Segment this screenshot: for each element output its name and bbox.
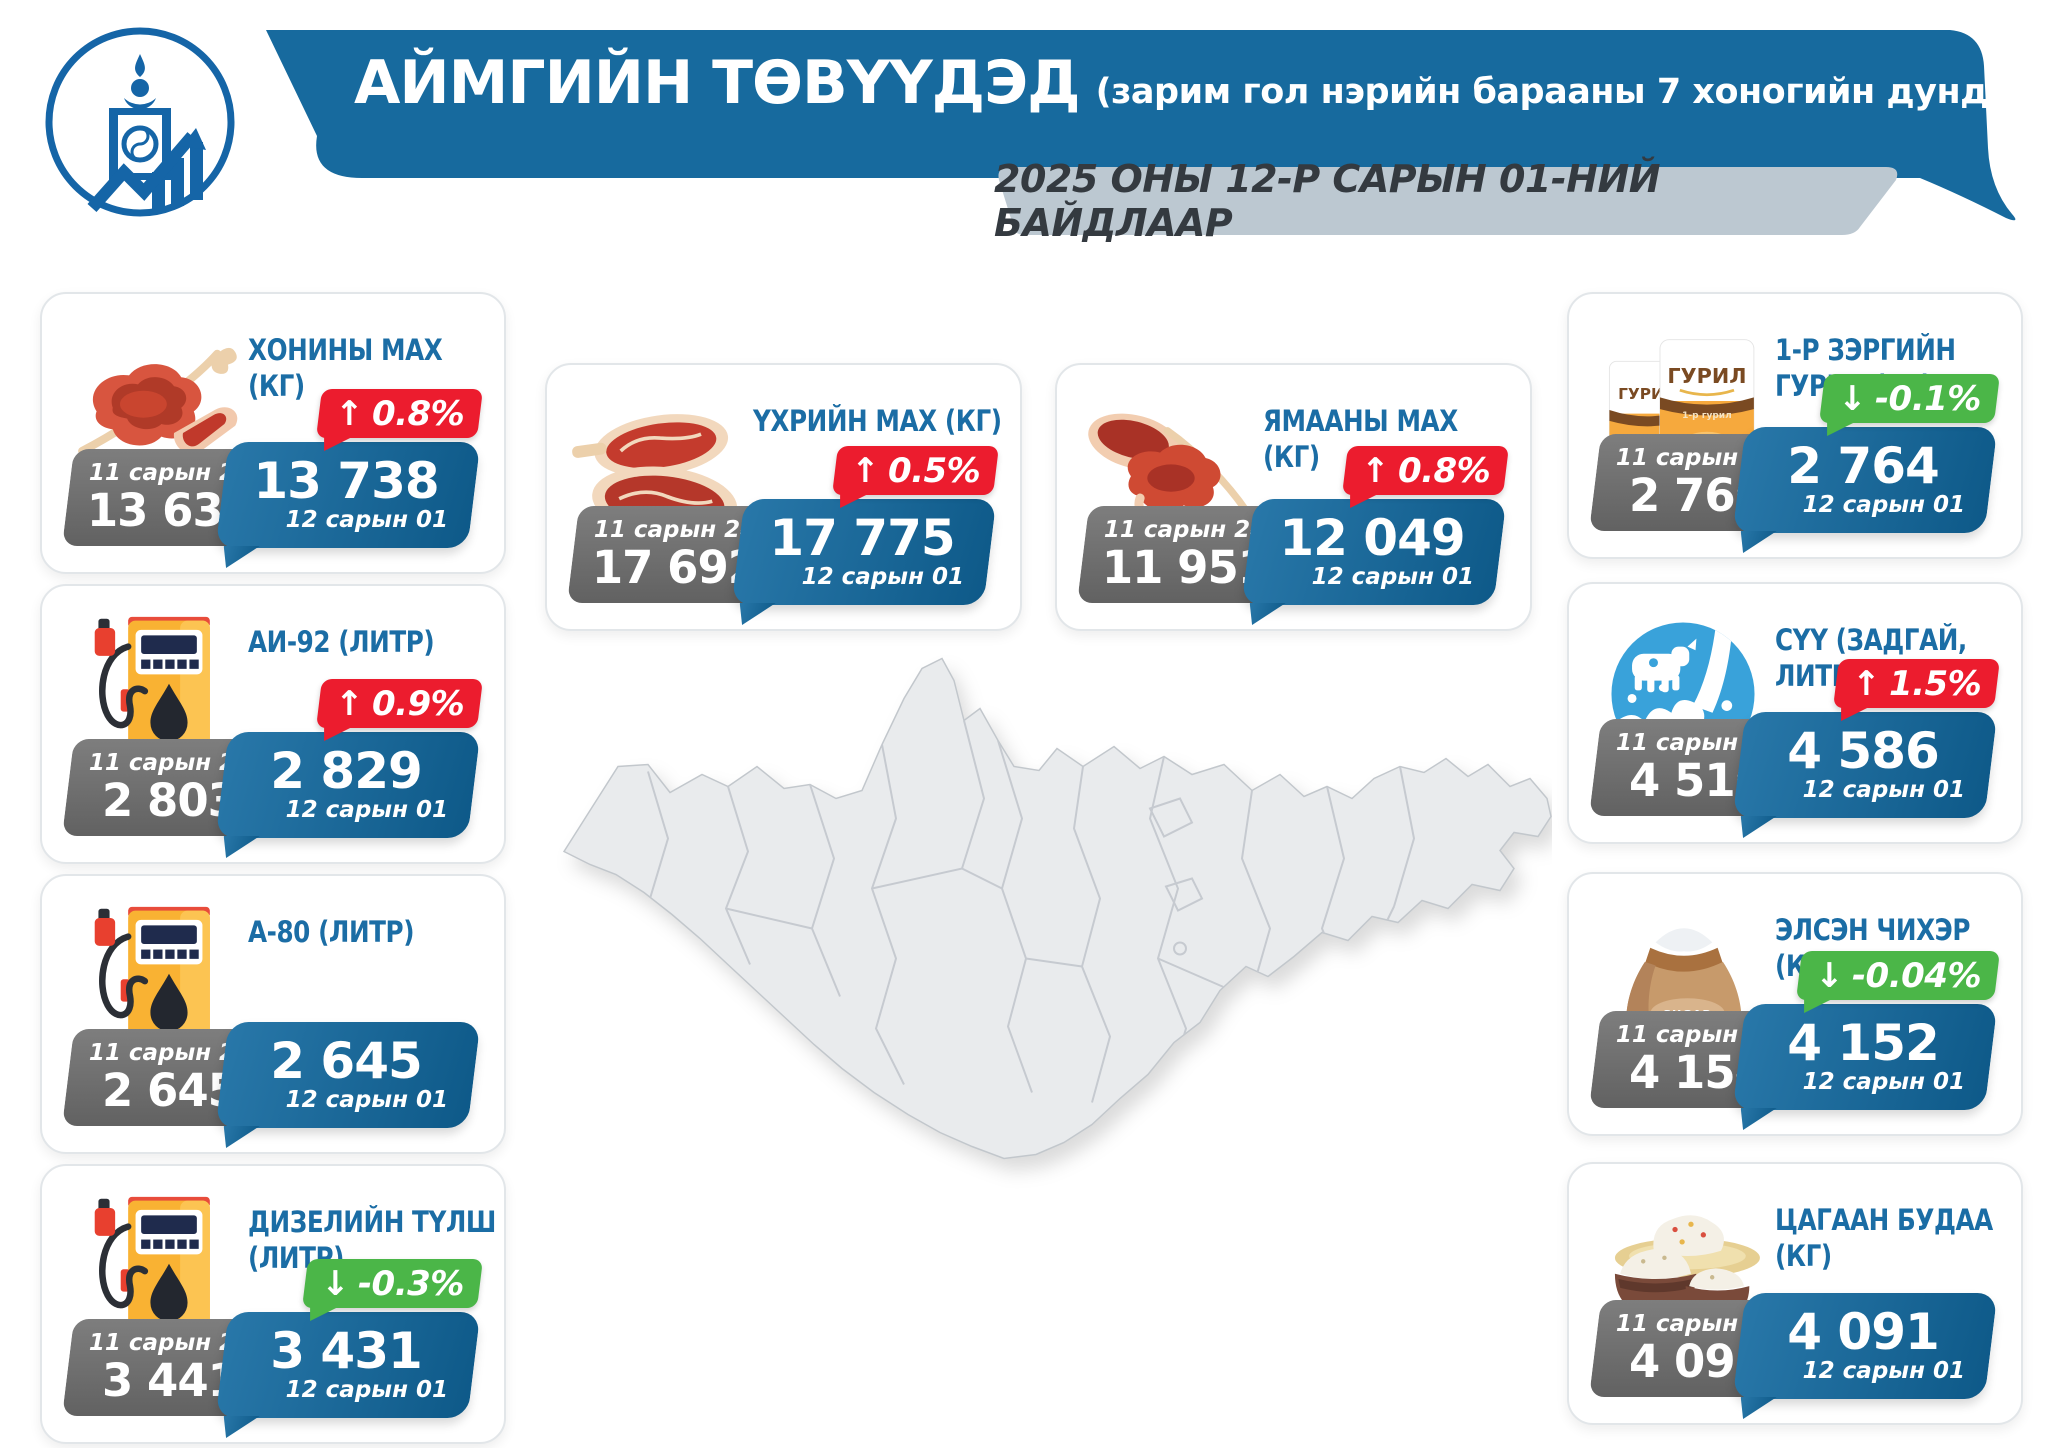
previous-date-label: 11 сарын 24 (1103, 516, 1267, 543)
change-value: 0.5% (887, 450, 980, 491)
page-title-suffix: (зарим гол нэрийн барааны 7 хоногийн дун… (1095, 72, 2048, 112)
flour-grade-text: 1-р гурил (1682, 411, 1732, 421)
current-price-bubble: 2 764 12 сарын 01 (1732, 427, 1998, 533)
price-card-diesel: ДИЗЕЛИЙН ТҮЛШ (ЛИТР) ↓ -0.3% 11 сарын 24… (40, 1164, 506, 1444)
current-price: 3 431 (270, 1321, 422, 1380)
change-arrow-icon: ↑ (850, 450, 879, 491)
current-price: 12 049 (1279, 508, 1465, 567)
change-arrow-icon: ↓ (1814, 955, 1843, 996)
product-title: АИ-92 (ЛИТР) (248, 625, 435, 659)
price-card-sheep-meat: ХОНИНЫ МАХ (КГ) ↑ 0.8% 11 сарын 24 13 63… (40, 292, 506, 574)
nso-logo (40, 22, 240, 222)
change-value: -0.3% (358, 1263, 464, 1304)
product-title: ҮХРИЙН МАХ (КГ) (753, 404, 1002, 438)
price-card-rice: ЦАГААН БУДАА (КГ) 11 сарын 24 4 091 4 09… (1567, 1162, 2023, 1425)
change-arrow-icon: ↑ (334, 683, 363, 724)
change-value: 0.8% (1397, 450, 1490, 491)
previous-date-label: 11 сарын 24 (593, 516, 757, 543)
current-price: 4 152 (1787, 1013, 1939, 1072)
change-badge: ↑ 0.8% (1341, 446, 1510, 495)
change-value: -0.04% (1851, 955, 1981, 996)
sheep-meat-icon (64, 308, 248, 500)
nso-logo-graphic (45, 27, 235, 217)
product-title: А-80 (ЛИТР) (248, 915, 415, 949)
current-date-label: 12 сарын 01 (285, 1376, 448, 1403)
change-arrow-icon: ↓ (321, 1263, 350, 1304)
goat-meat-graphic (1088, 413, 1254, 530)
current-date-label: 12 сарын 01 (1802, 776, 1965, 803)
change-arrow-icon: ↑ (334, 393, 363, 434)
current-price-bubble: 4 152 12 сарын 01 (1732, 1004, 1998, 1110)
change-badge: ↑ 0.5% (831, 446, 1000, 495)
sheep-meat-graphic (78, 348, 238, 456)
price-card-goat-meat: ЯМААНЫ МАХ (КГ) ↑ 0.8% 11 сарын 24 11 95… (1055, 363, 1532, 631)
current-price-bubble: 2 645 12 сарын 01 (215, 1022, 481, 1128)
current-price-bubble: 3 431 12 сарын 01 (215, 1312, 481, 1418)
rice-bowls-graphic (1614, 1215, 1760, 1328)
current-date-label: 12 сарын 01 (801, 563, 964, 590)
current-price-bubble: 4 091 12 сарын 01 (1732, 1293, 1998, 1399)
change-badge: ↑ 1.5% (1832, 659, 2001, 708)
current-date-label: 12 сарын 01 (285, 1086, 448, 1113)
mongolia-map-graphic (562, 657, 1552, 1160)
current-date-label: 12 сарын 01 (1802, 1357, 1965, 1384)
current-price: 13 738 (253, 451, 439, 510)
price-card-sugar: SUGAR ЭЛСЭН ЧИХЭР (КГ) ↓ -0.04% 11 сарын… (1567, 872, 2023, 1136)
current-price-bubble: 4 586 12 сарын 01 (1732, 712, 1998, 818)
change-value: -0.1% (1875, 378, 1981, 419)
change-value: 0.9% (371, 683, 464, 724)
change-badge: ↓ -0.04% (1795, 951, 2001, 1000)
rice-bowls-icon (1591, 1178, 1775, 1370)
change-arrow-icon: ↑ (1360, 450, 1389, 491)
current-price: 4 586 (1787, 721, 1939, 780)
date-banner: 2025 ОНЫ 12-Р САРЫН 01-НИЙ БАЙДЛААР (994, 157, 1906, 245)
date-banner-text: 2025 ОНЫ 12-Р САРЫН 01-НИЙ БАЙДЛААР (994, 157, 1661, 245)
price-card-milk: СҮҮ (ЗАДГАЙ, ЛИТР) ↑ 1.5% 11 сарын 24 4 … (1567, 582, 2023, 844)
price-card-beef: ҮХРИЙН МАХ (КГ) ↑ 0.5% 11 сарын 24 17 69… (545, 363, 1022, 631)
product-title: ЦАГААН БУДАА (КГ) (1775, 1203, 1993, 1274)
change-arrow-icon: ↓ (1838, 378, 1867, 419)
change-badge: ↑ 0.8% (315, 389, 484, 438)
current-date-label: 12 сарын 01 (1802, 1068, 1965, 1095)
change-arrow-icon: ↑ (1851, 663, 1880, 704)
change-badge: ↓ -0.1% (1819, 374, 2001, 423)
current-price-bubble: 13 738 12 сарын 01 (215, 442, 481, 548)
price-card-flour: ГУРИЛ ГУРИЛ 1-р гурил 1-Р ЗЭРГИЙН ГУРИЛ … (1567, 292, 2023, 559)
mongolia-provinces-map (552, 645, 1552, 1193)
change-value: 1.5% (1888, 663, 1981, 704)
page-title: АЙМГИЙН ТӨВҮҮДЭД (354, 48, 1081, 118)
change-badge: ↓ -0.3% (302, 1259, 484, 1308)
current-price: 2 829 (270, 741, 422, 800)
current-price: 2 764 (1787, 436, 1939, 495)
current-price-bubble: 12 049 12 сарын 01 (1241, 499, 1507, 605)
current-date-label: 12 сарын 01 (285, 506, 448, 533)
current-date-label: 12 сарын 01 (1802, 491, 1965, 518)
current-price: 4 091 (1787, 1302, 1939, 1361)
product-title: ЯМААНЫ МАХ (КГ) (1263, 404, 1458, 475)
date-banner-shape (998, 167, 1898, 235)
goat-meat-icon (1079, 379, 1263, 571)
change-value: 0.8% (371, 393, 464, 434)
current-price: 17 775 (769, 508, 955, 567)
current-date-label: 12 сарын 01 (1311, 563, 1474, 590)
current-price-bubble: 17 775 12 сарын 01 (731, 499, 997, 605)
price-card-ai92: АИ-92 (ЛИТР) ↑ 0.9% 11 сарын 24 2 803 2 … (40, 584, 506, 864)
current-price-bubble: 2 829 12 сарын 01 (215, 732, 481, 838)
flour-brand-text: ГУРИЛ (1667, 364, 1746, 388)
price-card-a80: А-80 (ЛИТР) 11 сарын 24 2 645 2 645 12 с… (40, 874, 506, 1154)
product-title: ДИЗЕЛИЙН ТҮЛШ (ЛИТР) (248, 1205, 496, 1276)
change-badge: ↑ 0.9% (315, 679, 484, 728)
current-price: 2 645 (270, 1031, 422, 1090)
current-date-label: 12 сарын 01 (285, 796, 448, 823)
product-title: ХОНИНЫ МАХ (КГ) (248, 333, 443, 404)
